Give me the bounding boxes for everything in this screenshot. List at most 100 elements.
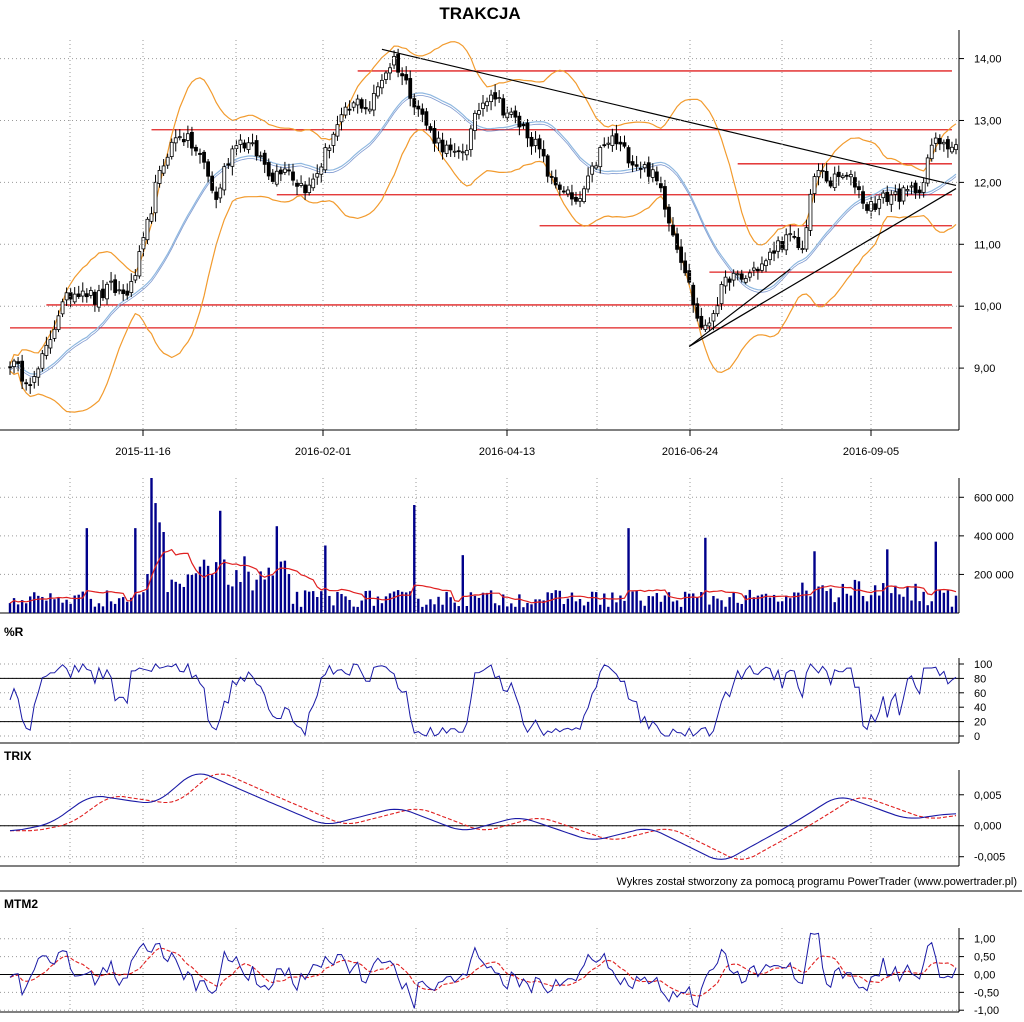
candle (287, 163, 291, 176)
volume-bar (263, 579, 266, 613)
volume-bar (619, 595, 622, 613)
volume-bar (271, 575, 274, 613)
volume-moving-average (9, 548, 957, 604)
candle (473, 110, 477, 140)
candle-body (165, 156, 170, 166)
candle (529, 132, 534, 155)
candle-body (72, 293, 77, 303)
candle-body (950, 146, 954, 153)
candle (48, 330, 53, 354)
volume-bar (873, 585, 877, 613)
candle (367, 101, 372, 114)
candle (137, 245, 142, 279)
candle-body (92, 291, 97, 305)
volume-bar (857, 581, 861, 613)
volume-bar (538, 599, 541, 613)
candle-body (311, 178, 316, 189)
candle-body (663, 186, 667, 210)
candle (64, 287, 69, 306)
candle (468, 125, 473, 157)
candle-body (946, 139, 950, 150)
candle-body (509, 111, 514, 115)
candle-body (828, 180, 833, 187)
volume-bar (651, 596, 654, 613)
candle (169, 138, 174, 160)
volume-bar (162, 532, 165, 613)
candle (60, 298, 65, 318)
candle-body (84, 293, 89, 298)
candle (703, 319, 708, 332)
candle (278, 166, 283, 182)
volume-bar (570, 592, 574, 613)
candle (359, 97, 364, 113)
volume-bar (833, 602, 836, 613)
candle-body (335, 124, 340, 137)
volume-panel: 200 000 400 000 600 000 (0, 478, 1014, 614)
candle-body (671, 224, 675, 236)
trix-tick-label: 0,005 (974, 790, 1002, 802)
candle (946, 135, 950, 158)
volume-bar (437, 596, 440, 613)
volume-bar (882, 583, 885, 613)
candle-body (675, 233, 679, 250)
candle (335, 115, 340, 141)
candle (375, 82, 380, 99)
candle (658, 176, 663, 193)
volume-bar (384, 596, 388, 613)
candle (234, 139, 239, 156)
candle-body (764, 260, 768, 267)
candle (602, 137, 607, 148)
volume-bar (950, 606, 954, 613)
candle-body (747, 272, 752, 278)
candle (129, 273, 134, 297)
volume-bar (8, 603, 12, 613)
volume-bar (287, 574, 291, 613)
volume-bar (679, 606, 683, 613)
candle (561, 186, 566, 194)
candle-body (933, 137, 938, 144)
candle-body (691, 284, 696, 306)
candle (747, 269, 752, 282)
candle (384, 70, 388, 85)
candle-body (925, 157, 930, 184)
candle-body (578, 198, 582, 202)
candle-body (145, 218, 150, 241)
date-tick-label: 2016-04-13 (479, 446, 535, 458)
volume-bar (109, 601, 113, 613)
candle-body (149, 213, 154, 222)
volume-bar (473, 595, 477, 613)
volume-bar (954, 595, 958, 613)
candle-body (8, 366, 12, 369)
candle-body (541, 148, 546, 157)
candle-body (444, 144, 449, 154)
volume-bar (312, 591, 315, 613)
volume-bar (457, 606, 460, 613)
volume-bar (73, 595, 76, 613)
candle (380, 74, 384, 95)
volume-bar (481, 592, 485, 613)
candle (355, 94, 360, 114)
candle (424, 107, 429, 131)
candle-body (812, 176, 817, 194)
volume-bar (417, 598, 420, 613)
candle (941, 139, 946, 152)
candle (351, 100, 356, 112)
volume-bar (324, 545, 327, 613)
volume-bar (590, 591, 594, 613)
candle-body (622, 142, 627, 147)
candle-body (735, 273, 740, 276)
candle (857, 180, 861, 199)
volume-bar (239, 581, 242, 613)
candle (117, 281, 122, 295)
candle-body (440, 139, 445, 153)
candle (501, 94, 506, 119)
candle-body (481, 102, 485, 109)
volume-bar (894, 585, 897, 613)
volume-bar (942, 592, 946, 613)
candle (772, 241, 776, 262)
volume-bar (352, 606, 355, 613)
volume-bar (562, 604, 566, 613)
candle-body (493, 92, 498, 100)
candle (246, 137, 251, 154)
candle-body (404, 74, 409, 81)
